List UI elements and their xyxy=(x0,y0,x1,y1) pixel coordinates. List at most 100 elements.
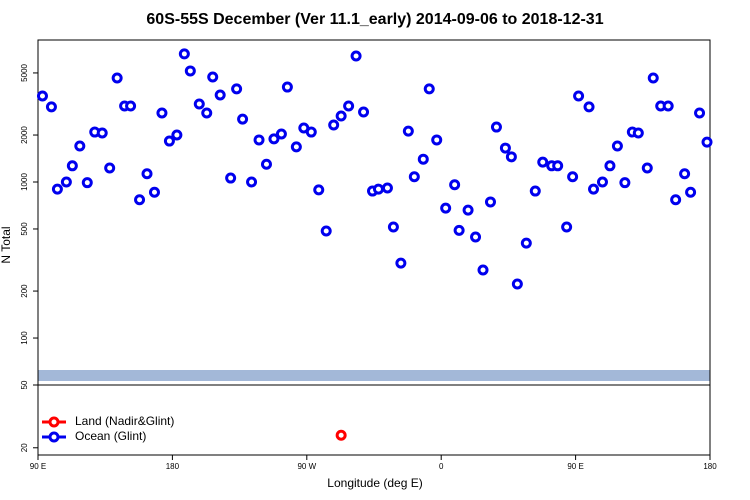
point xyxy=(125,100,137,112)
point xyxy=(619,177,631,189)
x-tick-label: 90 E xyxy=(567,462,583,471)
point xyxy=(74,140,86,152)
point xyxy=(408,171,420,183)
point xyxy=(423,83,435,95)
point xyxy=(81,177,93,189)
chart-title: 60S-55S December (Ver 11.1_early) 2014-0… xyxy=(146,11,603,28)
point xyxy=(381,182,393,194)
point xyxy=(647,72,659,84)
x-tick-label: 180 xyxy=(166,462,180,471)
point xyxy=(45,101,57,113)
x-axis-label: Longitude (deg E) xyxy=(327,476,422,490)
legend-label: Land (Nadir&Glint) xyxy=(75,414,174,428)
x-tick-label: 0 xyxy=(439,462,444,471)
point xyxy=(231,83,243,95)
point xyxy=(148,186,160,198)
point xyxy=(387,221,399,233)
y-tick-label: 50 xyxy=(20,380,29,389)
point xyxy=(453,224,465,236)
legend-label: Ocean (Glint) xyxy=(75,429,146,443)
point xyxy=(484,196,496,208)
point xyxy=(537,156,549,168)
y-tick-label: 2000 xyxy=(20,126,29,144)
point xyxy=(313,184,325,196)
legend-marker xyxy=(48,416,60,428)
point xyxy=(520,237,532,249)
point xyxy=(36,90,48,102)
point xyxy=(477,264,489,276)
point xyxy=(134,194,146,206)
point xyxy=(343,100,355,112)
point xyxy=(511,278,523,290)
point xyxy=(66,160,78,172)
y-tick-label: 100 xyxy=(20,331,29,345)
point xyxy=(201,107,213,119)
point xyxy=(96,127,108,139)
point xyxy=(305,126,317,138)
point xyxy=(60,176,72,188)
point xyxy=(395,257,407,269)
point xyxy=(225,172,237,184)
point xyxy=(632,127,644,139)
point xyxy=(583,101,595,113)
point xyxy=(214,89,226,101)
point xyxy=(268,133,280,145)
point xyxy=(641,162,653,174)
point xyxy=(51,183,63,195)
point xyxy=(184,65,196,77)
point xyxy=(670,194,682,206)
point xyxy=(237,113,249,125)
point xyxy=(505,151,517,163)
point xyxy=(440,202,452,214)
x-tick-label: 90 W xyxy=(297,462,316,471)
point xyxy=(260,158,272,170)
point xyxy=(253,134,265,146)
point xyxy=(358,106,370,118)
point xyxy=(320,225,332,237)
point xyxy=(350,50,362,62)
band xyxy=(38,370,710,381)
point xyxy=(372,183,384,195)
x-tick-label: 180 xyxy=(703,462,717,471)
point xyxy=(193,98,205,110)
point xyxy=(470,231,482,243)
point xyxy=(588,183,600,195)
point xyxy=(529,185,541,197)
point xyxy=(611,140,623,152)
point xyxy=(604,160,616,172)
point xyxy=(431,134,443,146)
point xyxy=(335,429,347,441)
point xyxy=(104,162,116,174)
point xyxy=(141,168,153,180)
point xyxy=(499,142,511,154)
y-tick-label: 1000 xyxy=(20,173,29,191)
point xyxy=(171,129,183,141)
point xyxy=(701,136,713,148)
y-tick-label: 5000 xyxy=(20,63,29,81)
point xyxy=(111,72,123,84)
y-axis-label: N Total xyxy=(0,226,13,263)
point xyxy=(402,125,414,137)
y-tick-label: 500 xyxy=(20,222,29,236)
point xyxy=(246,176,258,188)
point xyxy=(596,176,608,188)
point xyxy=(328,119,340,131)
point xyxy=(163,135,175,147)
point xyxy=(679,168,691,180)
point xyxy=(449,179,461,191)
point xyxy=(490,121,502,133)
point xyxy=(662,100,674,112)
y-tick-label: 20 xyxy=(20,443,29,452)
point xyxy=(156,107,168,119)
point xyxy=(567,171,579,183)
plot-frame xyxy=(37,39,711,456)
point xyxy=(694,107,706,119)
legend-marker xyxy=(48,431,60,443)
point xyxy=(561,221,573,233)
y-tick-label: 200 xyxy=(20,284,29,298)
point xyxy=(275,128,287,140)
point xyxy=(552,160,564,172)
point xyxy=(290,141,302,153)
point xyxy=(178,48,190,60)
